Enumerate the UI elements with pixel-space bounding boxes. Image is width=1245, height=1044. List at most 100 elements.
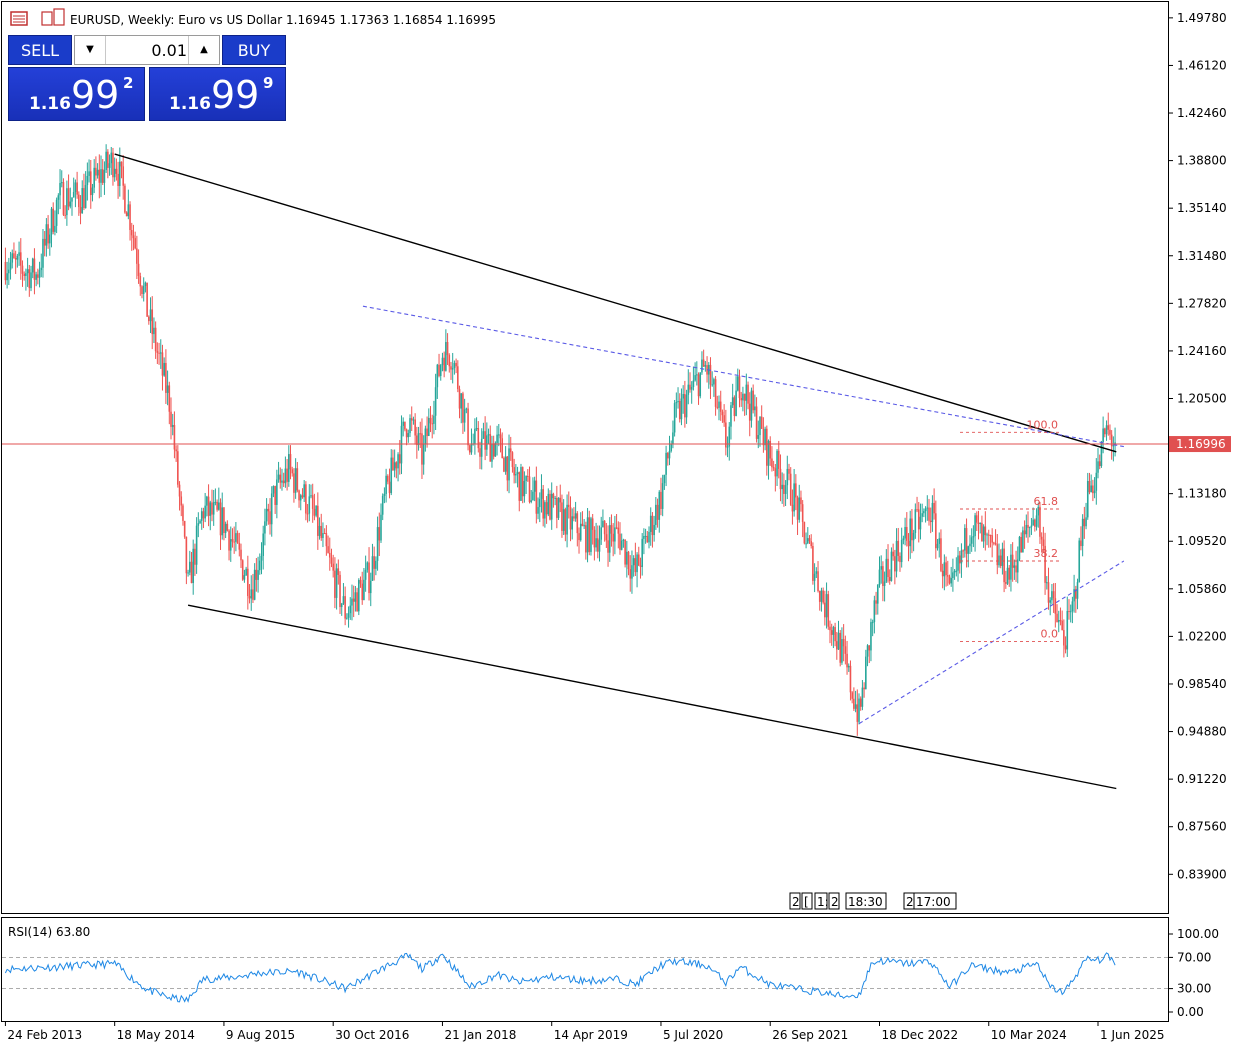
candle-body	[9, 262, 12, 270]
candle-body	[706, 365, 708, 375]
candle-body	[668, 450, 671, 459]
candle-body	[318, 525, 321, 536]
candle-body	[602, 520, 604, 528]
candle-body	[528, 476, 531, 503]
candle-body	[1005, 582, 1007, 584]
candle-body	[726, 446, 729, 448]
candle-body	[404, 421, 406, 430]
candle-body	[397, 454, 399, 469]
candle-body	[1042, 539, 1045, 546]
candle-body	[648, 531, 650, 543]
candle-body	[187, 572, 189, 574]
candle-body	[117, 173, 119, 187]
candle-body	[849, 665, 852, 693]
candle-body	[899, 555, 901, 563]
candle-body	[781, 484, 783, 490]
candle-body	[409, 418, 411, 434]
candle-body	[880, 566, 882, 570]
candle-body	[475, 428, 478, 430]
buy-price-box[interactable]: 1.16 99 9	[149, 67, 286, 121]
candle-body	[870, 622, 872, 651]
event-marker-label: 2	[831, 895, 839, 909]
lot-input[interactable]	[107, 38, 189, 62]
candle-body	[359, 579, 362, 584]
candle-body	[248, 596, 251, 599]
candle-body	[830, 630, 833, 635]
candle-body	[871, 622, 874, 624]
buy-price-pips: 99	[211, 73, 260, 117]
candle-body	[25, 273, 27, 276]
candle-body	[561, 502, 563, 531]
lot-increase-button[interactable]: ▲	[188, 36, 219, 64]
candle-body	[175, 449, 177, 452]
candle-body	[1056, 613, 1058, 623]
candle-body	[322, 533, 324, 538]
candle-body	[23, 273, 25, 276]
sell-price-box[interactable]: 1.16 99 2	[8, 67, 145, 121]
candle-body	[653, 524, 655, 536]
candle-body	[1016, 559, 1019, 573]
candle-body	[170, 411, 172, 427]
candle-body	[967, 546, 970, 554]
candle-body	[315, 505, 317, 516]
candle-body	[269, 511, 271, 525]
candle-body	[755, 406, 758, 439]
candle-body	[207, 496, 210, 516]
candle-body	[200, 511, 203, 521]
buy-button[interactable]: BUY	[222, 35, 286, 65]
candle-body	[608, 525, 611, 553]
candle-body	[907, 540, 910, 547]
event-marker-label: [	[804, 895, 809, 909]
candle-body	[11, 253, 14, 263]
candle-body	[958, 555, 961, 564]
candle-body	[1011, 554, 1014, 568]
candle-body	[738, 376, 741, 399]
candle-body	[453, 362, 456, 369]
candle-body	[882, 566, 884, 587]
candle-body	[704, 365, 707, 367]
candle-body	[450, 366, 452, 370]
candle-body	[743, 393, 746, 401]
candle-body	[532, 491, 534, 501]
candle-body	[1104, 428, 1106, 435]
candle-body	[518, 472, 521, 501]
rsi-tick-label: 30.00	[1177, 982, 1211, 996]
candle-body	[482, 431, 485, 439]
candle-body	[665, 452, 667, 475]
candle-body	[527, 475, 529, 477]
candle-body	[639, 565, 642, 568]
candle-body	[323, 533, 326, 535]
candle-body	[301, 495, 304, 498]
candle-body	[342, 596, 345, 604]
candle-body	[347, 613, 350, 618]
candle-body	[1023, 530, 1026, 535]
candle-body	[747, 384, 749, 404]
candle-body	[658, 491, 661, 520]
candle-body	[588, 517, 591, 552]
candle-body	[699, 372, 702, 397]
candle-body	[950, 578, 952, 584]
candle-body	[764, 428, 766, 446]
candle-body	[153, 327, 155, 335]
candle-body	[59, 183, 61, 196]
candle-body	[754, 406, 756, 411]
candle-body	[154, 327, 157, 352]
sell-button[interactable]: SELL	[8, 35, 72, 65]
lot-decrease-button[interactable]: ▼	[75, 36, 106, 64]
candle-body	[508, 448, 510, 481]
candle-body	[144, 282, 147, 286]
candle-body	[93, 167, 95, 188]
candle-body	[346, 617, 348, 619]
candle-body	[933, 502, 935, 514]
candle-body	[1109, 429, 1111, 435]
upper-dashed-trendline	[362, 305, 1124, 448]
candle-body	[395, 462, 398, 469]
candle-body	[320, 525, 323, 538]
candle-body	[935, 513, 937, 549]
time-tick-label: 5 Jul 2020	[663, 1028, 723, 1042]
candle-body	[856, 704, 859, 722]
candle-body	[795, 483, 797, 498]
candle-body	[1100, 442, 1103, 467]
candle-body	[204, 505, 206, 519]
